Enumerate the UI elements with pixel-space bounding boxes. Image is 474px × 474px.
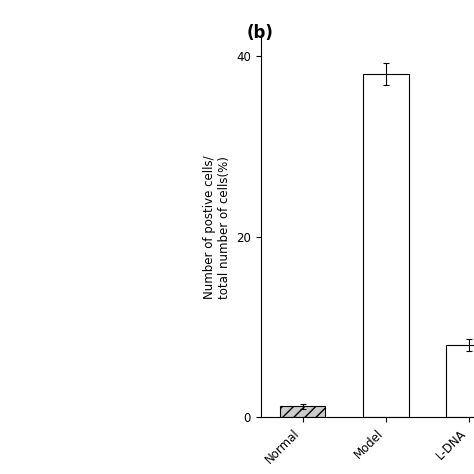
Bar bbox=[447, 345, 474, 417]
Y-axis label: Number of postive cells/
total number of cells(%): Number of postive cells/ total number of… bbox=[202, 155, 230, 300]
Bar bbox=[280, 406, 326, 417]
Text: (b): (b) bbox=[246, 24, 273, 42]
Bar bbox=[363, 74, 409, 417]
